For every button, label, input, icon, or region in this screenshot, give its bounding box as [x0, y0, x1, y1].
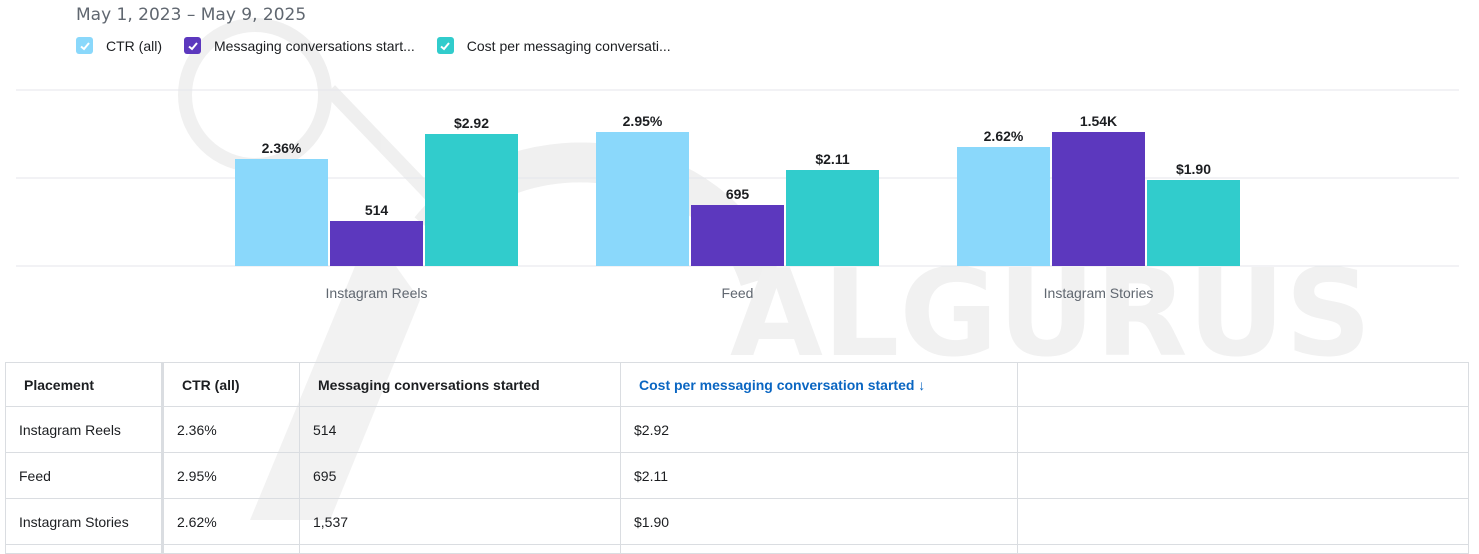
check-icon[interactable] — [436, 37, 454, 54]
column-header-ctr[interactable]: CTR (all) — [161, 362, 300, 407]
bar[interactable] — [1052, 132, 1145, 266]
cell-placement: Instagram Reels — [5, 406, 163, 453]
cell-messaging: 695 — [299, 452, 621, 499]
table-row-partial — [5, 544, 1469, 554]
category-label: Feed — [722, 285, 754, 301]
bar[interactable] — [596, 132, 689, 266]
bar[interactable] — [1147, 180, 1240, 266]
data-label: $1.90 — [1176, 161, 1211, 177]
data-label: 1.54K — [1080, 113, 1117, 129]
data-label: $2.11 — [815, 151, 849, 167]
bar[interactable] — [330, 221, 423, 266]
data-label: 2.62% — [984, 128, 1024, 144]
date-range: May 1, 2023 – May 9, 2025 — [76, 5, 307, 25]
check-icon[interactable] — [76, 37, 93, 54]
data-label: 2.95% — [623, 113, 663, 129]
column-header-placement[interactable]: Placement — [5, 362, 163, 407]
cell-messaging: 1,537 — [299, 498, 621, 545]
legend-item-ctr[interactable]: CTR (all) — [76, 37, 162, 54]
data-label: 2.36% — [262, 140, 302, 156]
data-label: 514 — [365, 202, 389, 218]
cell-empty — [1017, 452, 1469, 499]
column-header-empty — [1017, 362, 1469, 407]
table-row: Feed 2.95% 695 $2.11 — [5, 452, 1469, 499]
legend-item-cost[interactable]: Cost per messaging conversati... — [436, 37, 671, 54]
cell-placement: Instagram Stories — [5, 498, 163, 545]
cell-cost: $2.11 — [620, 452, 1018, 499]
table-header-row: Placement CTR (all) Messaging conversati… — [5, 362, 1469, 407]
bar[interactable] — [691, 205, 784, 266]
bar-chart: 2.36% 514 $2.92 Instagram Reels 2.95% 695 $2.1… — [16, 89, 1459, 301]
cell-ctr: 2.95% — [161, 452, 300, 499]
bar[interactable] — [235, 159, 328, 266]
cell-cost: $1.90 — [620, 498, 1018, 545]
cell-placement: Feed — [5, 452, 163, 499]
cell-ctr: 2.62% — [161, 498, 300, 545]
legend-label-messaging: Messaging conversations start... — [214, 37, 415, 54]
legend-item-messaging[interactable]: Messaging conversations start... — [184, 37, 415, 54]
bar[interactable] — [957, 147, 1050, 266]
chart-legend: CTR (all) Messaging conversations start.… — [76, 37, 693, 54]
cell-empty — [1017, 406, 1469, 453]
check-icon[interactable] — [184, 37, 201, 54]
data-label: 695 — [726, 186, 750, 202]
placement-table: Placement CTR (all) Messaging conversati… — [5, 362, 1469, 554]
category-label: Instagram Reels — [326, 285, 428, 301]
column-header-messaging[interactable]: Messaging conversations started — [299, 362, 621, 407]
data-label: $2.92 — [454, 115, 489, 131]
category-label: Instagram Stories — [1044, 285, 1154, 301]
bar[interactable] — [425, 134, 518, 266]
legend-label-cost: Cost per messaging conversati... — [466, 37, 671, 54]
legend-label-ctr: CTR (all) — [106, 37, 162, 54]
cell-empty — [1017, 498, 1469, 545]
bar[interactable] — [786, 170, 879, 266]
cell-ctr: 2.36% — [161, 406, 300, 453]
cell-messaging: 514 — [299, 406, 621, 453]
table-row: Instagram Stories 2.62% 1,537 $1.90 — [5, 498, 1469, 545]
cell-cost: $2.92 — [620, 406, 1018, 453]
column-header-cost-sorted[interactable]: Cost per messaging conversation started … — [620, 362, 1018, 407]
table-row: Instagram Reels 2.36% 514 $2.92 — [5, 406, 1469, 453]
